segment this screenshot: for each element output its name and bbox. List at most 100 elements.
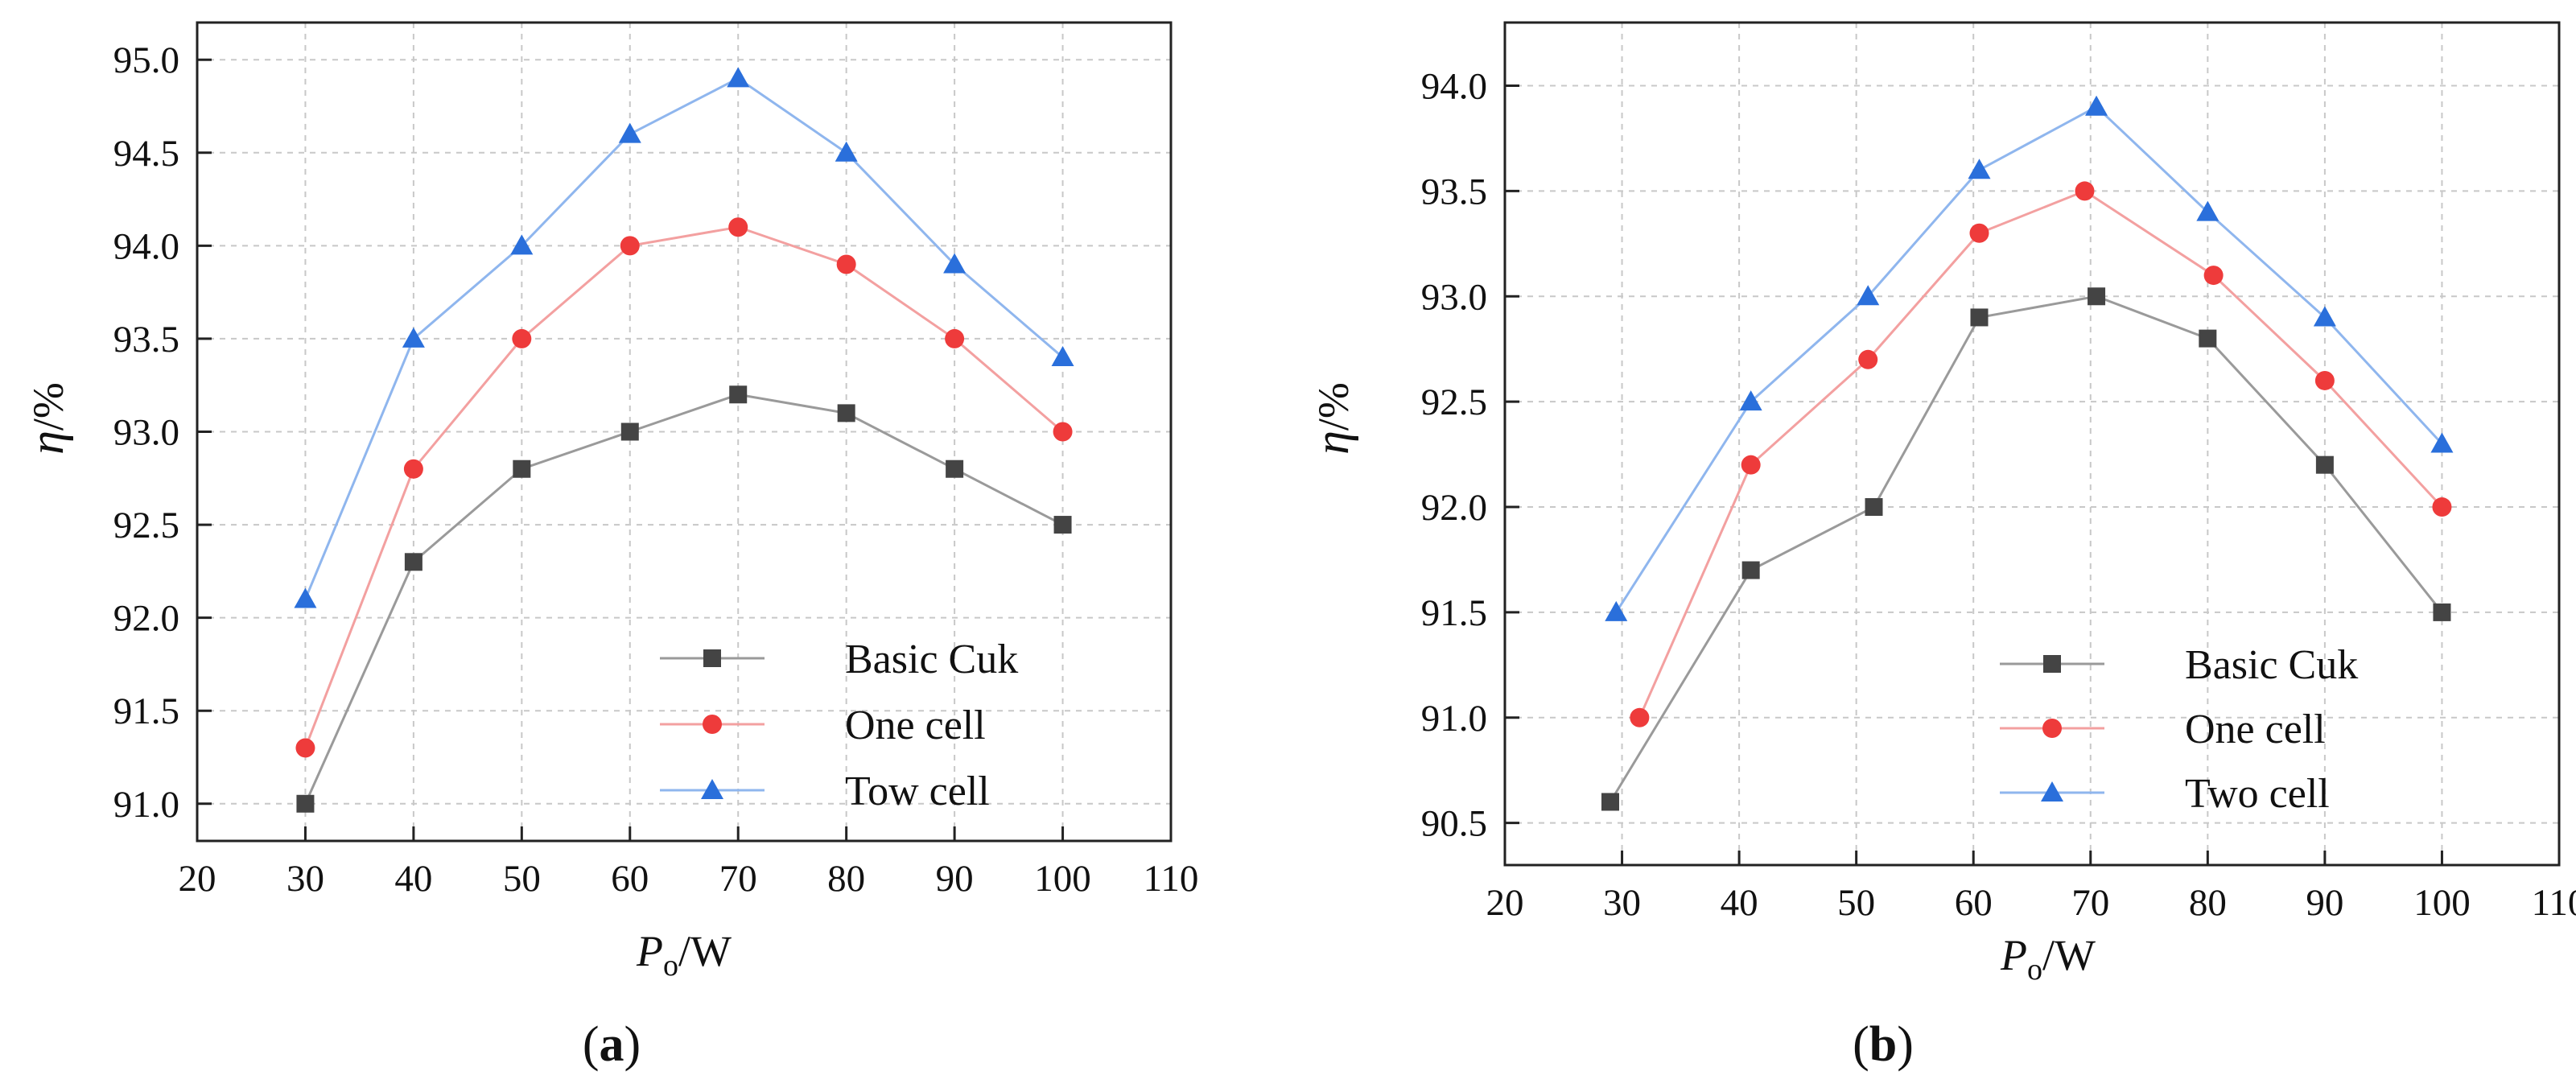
data-point	[2430, 432, 2454, 453]
chart-panel-b: 20 30 40 50 60 70 80 90 100 110 90.5 91.0 91.5 92.0 92…	[1305, 21, 2576, 1072]
legend: Basic Cuk One cell Two cell	[2000, 642, 2358, 817]
data-point	[620, 236, 640, 256]
y-tick-label: 93.5	[113, 319, 179, 361]
x-axis-symbol: P	[636, 927, 663, 975]
data-point	[2088, 287, 2106, 306]
series-line	[304, 225, 1064, 748]
x-tick-label: 50	[1837, 882, 1875, 924]
y-tick-label: 93.5	[1421, 171, 1487, 212]
x-axis-subscript: o	[2027, 953, 2042, 987]
data-point	[1858, 349, 1878, 369]
data-point	[837, 404, 855, 422]
data-point	[2313, 306, 2336, 327]
y-tick-label: 94.0	[1421, 66, 1487, 108]
x-tick-label: 90	[936, 858, 974, 900]
x-tick-label: 90	[2306, 882, 2343, 924]
data-point	[513, 459, 531, 478]
y-tick-label: 91.0	[1421, 698, 1487, 740]
data-point	[512, 328, 532, 348]
x-tick-label: 50	[503, 858, 541, 900]
data-point	[2199, 329, 2217, 348]
caption-letter: b	[1869, 1017, 1897, 1072]
caption-open-paren: (	[583, 1017, 600, 1072]
x-tick-label: 100	[2413, 882, 2471, 924]
y-axis-title: η/%	[1305, 382, 1358, 455]
data-point	[403, 459, 423, 479]
data-point	[2315, 455, 2334, 474]
data-point	[2075, 181, 2095, 201]
y-tick-label: 91.5	[113, 690, 179, 732]
series-line	[1638, 189, 2443, 719]
y-tick-label: 91.0	[113, 784, 179, 826]
data-point	[946, 459, 964, 478]
data-point	[295, 738, 315, 758]
series-line	[304, 393, 1064, 805]
legend-marker	[703, 649, 721, 667]
data-point	[2203, 266, 2224, 286]
data-point	[2085, 95, 2108, 116]
x-tick-label: 20	[1486, 882, 1524, 924]
data-point	[1741, 561, 1760, 579]
data-point	[510, 234, 534, 255]
y-tick-label: 94.0	[113, 225, 179, 267]
y-axis-symbol: η	[20, 431, 73, 455]
legend-label: Two cell	[2185, 771, 2330, 817]
data-point	[2314, 370, 2335, 390]
legend-label: Basic Cuk	[2185, 642, 2358, 688]
y-axis-unit: /%	[24, 382, 72, 431]
y-axis-title: η/%	[20, 382, 73, 455]
data-point	[728, 217, 748, 237]
series-line	[304, 76, 1064, 600]
y-tick-label: 92.5	[113, 505, 179, 546]
data-point	[836, 254, 856, 274]
data-point	[620, 422, 639, 441]
data-point	[402, 327, 425, 348]
data-point	[943, 253, 967, 274]
legend-label: One cell	[845, 703, 986, 748]
legend-label: One cell	[2185, 707, 2326, 752]
data-point	[1741, 455, 1761, 475]
data-point	[296, 794, 315, 813]
x-axis-unit: /W	[678, 927, 732, 975]
data-point	[1857, 285, 1880, 306]
y-tick-label: 91.5	[1421, 592, 1487, 634]
data-point	[1970, 308, 1989, 327]
caption-letter: a	[600, 1017, 624, 1072]
data-point	[2196, 200, 2219, 221]
x-tick-label: 110	[2532, 882, 2576, 924]
y-tick-label: 94.5	[113, 133, 179, 175]
data-point	[1968, 159, 1991, 179]
data-point	[835, 141, 858, 162]
caption-close-paren: )	[624, 1017, 641, 1072]
y-tick-label: 90.5	[1421, 803, 1487, 845]
series-line	[1609, 295, 2443, 803]
data-point	[404, 553, 422, 571]
legend: Basic Cuk One cell Tow cell	[660, 637, 1018, 814]
data-point	[945, 328, 965, 348]
data-point	[2433, 603, 2451, 621]
x-axis-title: Po/W	[636, 927, 732, 983]
x-tick-label: 20	[179, 858, 216, 900]
y-tick-label: 92.5	[1421, 381, 1487, 423]
data-point	[1601, 793, 1619, 811]
x-tick-label: 80	[827, 858, 865, 900]
data-point	[1739, 390, 1762, 411]
data-point	[294, 587, 317, 608]
plot-frame	[1503, 21, 2561, 867]
legend-label: Basic Cuk	[845, 637, 1018, 682]
caption-open-paren: (	[1853, 1017, 1869, 1072]
data-point	[1053, 422, 1073, 442]
x-tick-label: 40	[1721, 882, 1758, 924]
data-point	[1051, 346, 1074, 367]
y-axis-unit: /%	[1309, 382, 1358, 431]
panel-caption: (a)	[583, 1017, 641, 1072]
y-tick-label: 93.0	[113, 412, 179, 454]
legend-marker	[703, 715, 722, 734]
x-tick-label: 30	[286, 858, 324, 900]
y-tick-label: 93.0	[1421, 276, 1487, 318]
legend-marker	[2041, 781, 2063, 801]
series-one-cell	[1630, 181, 2452, 727]
y-tick-label: 95.0	[113, 39, 179, 81]
y-tick-label: 92.0	[113, 598, 179, 640]
x-tick-label: 80	[2189, 882, 2227, 924]
